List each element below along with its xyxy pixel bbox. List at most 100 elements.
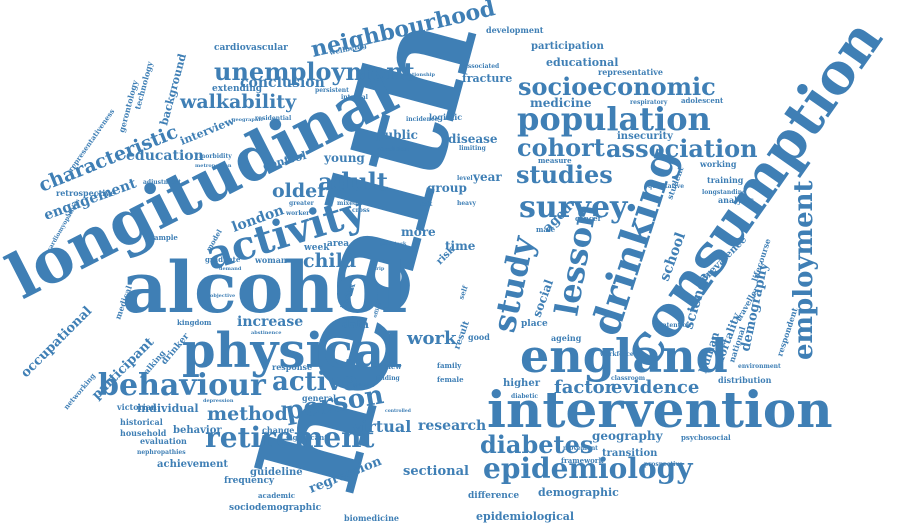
word-respiratory: respiratory [630,99,668,106]
word-graduate: graduate [205,255,241,264]
word-mixed: mixed [337,200,358,207]
word-epidemiology: epidemiology [483,452,693,485]
word-training: training [707,175,744,185]
word-significant: significant [286,433,328,442]
word-disease: disease [448,132,498,146]
word-biomedicine: biomedicine [344,513,399,523]
word-alcohol: alcohol [122,246,407,329]
word-england: england [520,329,728,383]
word-academic: academic [258,491,295,500]
word-condition: condition [377,146,410,153]
word-achievement: achievement [157,459,228,470]
word-epidemiological: epidemiological [476,510,574,523]
word-difference: difference [468,491,519,501]
word-guideline: guideline [250,467,303,478]
word-older: older [272,180,328,202]
word-adolescent: adolescent [681,96,724,105]
word-insecurity: insecurity [617,131,674,142]
word-time: time [445,239,476,253]
word-analysis: analysis [718,195,754,205]
word-medicine: medicine [530,96,592,110]
word-fracture: fracture [462,72,512,85]
word-development: development [486,25,544,35]
word-response: response [272,362,312,372]
word-poor-task: poor task [380,241,407,247]
word-geographic: geographic [232,117,263,123]
word-cardiovascular: cardiovascular [214,43,288,53]
word-walkability: walkability [179,91,297,113]
word-qualitative: qualitative [648,183,684,190]
word-ageing: ageing [551,333,582,343]
word-population: population [517,100,711,138]
word-area: area [327,239,349,249]
word-diabetes: diabetes [480,430,593,459]
word-primary: primary [353,382,376,388]
word-level: level [457,175,473,182]
word-place: place [521,319,548,329]
word-measure: measure [538,156,572,165]
word-abstinence: abstinence [251,330,281,336]
word-studies: studies [516,160,613,189]
word-adjustment: adjustment [143,179,181,186]
word-longstanding: longstanding [702,189,747,196]
word-young: young [323,151,365,165]
word-retrospective: retrospective [56,188,115,198]
word-heavy: heavy [457,200,477,207]
word-logistic: logistic [429,112,462,122]
word-year: year [472,170,502,184]
word-incidence: incidence [406,116,439,123]
word-residential: residential [255,115,292,122]
word-geography: geography [592,429,664,443]
word-extending: extending [212,84,263,94]
word-physical: physical [182,323,402,379]
word-metropolitan: metropolitan [195,163,232,169]
word-behaviour: behaviour [98,368,267,403]
word-frequency: frequency [224,476,275,486]
word-relationship: relationship [401,72,435,78]
word-depression: depression [203,398,234,404]
word-demand: demand [219,266,242,272]
word-general: general [302,393,336,403]
word-controlled: controlled [385,408,412,414]
word-conclusion: conclusion [240,75,325,91]
word-woman: woman [254,255,287,265]
word-participation: participation [531,41,605,52]
word-higher: higher [503,378,541,389]
word-cross: cross [352,207,370,214]
word-historical: historical [120,417,163,427]
word-method: method [207,403,288,425]
word-evaluation: evaluation [140,436,187,446]
word-intervention: intervention [487,380,833,439]
word-internal: internal [341,94,369,101]
word-trip: trip [374,266,385,272]
word-socioeconomic: socioeconomic [518,72,716,101]
word-household: household [120,428,167,438]
word-working: working [699,159,737,169]
word-workforce: workforce [599,351,634,358]
word-victorian: victorian [116,402,157,412]
word-environment: environment [738,363,781,370]
word-child: child [303,250,356,272]
word-individual: individual [137,402,199,415]
word-unemployment: unemployment [214,57,415,86]
word-employment: employment [789,180,819,360]
word-more: more [401,225,436,239]
word-exit: exit [420,201,433,208]
word-persistent: persistent [315,87,349,94]
word-psychosocial: psychosocial [681,433,731,442]
word-limiting: limiting [459,145,487,152]
word-behavior: behavior [173,425,222,436]
word-self: self [456,283,470,300]
word-representative: representative [598,67,663,77]
word-prospective: prospective [644,461,683,468]
word-kingdom: kingdom [177,318,212,327]
word-male: male [536,225,556,234]
word-review: review [376,362,402,371]
word-cohort: cohort [517,133,605,162]
word-data: data [342,318,369,331]
word-classroom: classroom [611,375,646,382]
word-demographic: demographic [538,486,619,499]
word-public: public [376,128,418,142]
